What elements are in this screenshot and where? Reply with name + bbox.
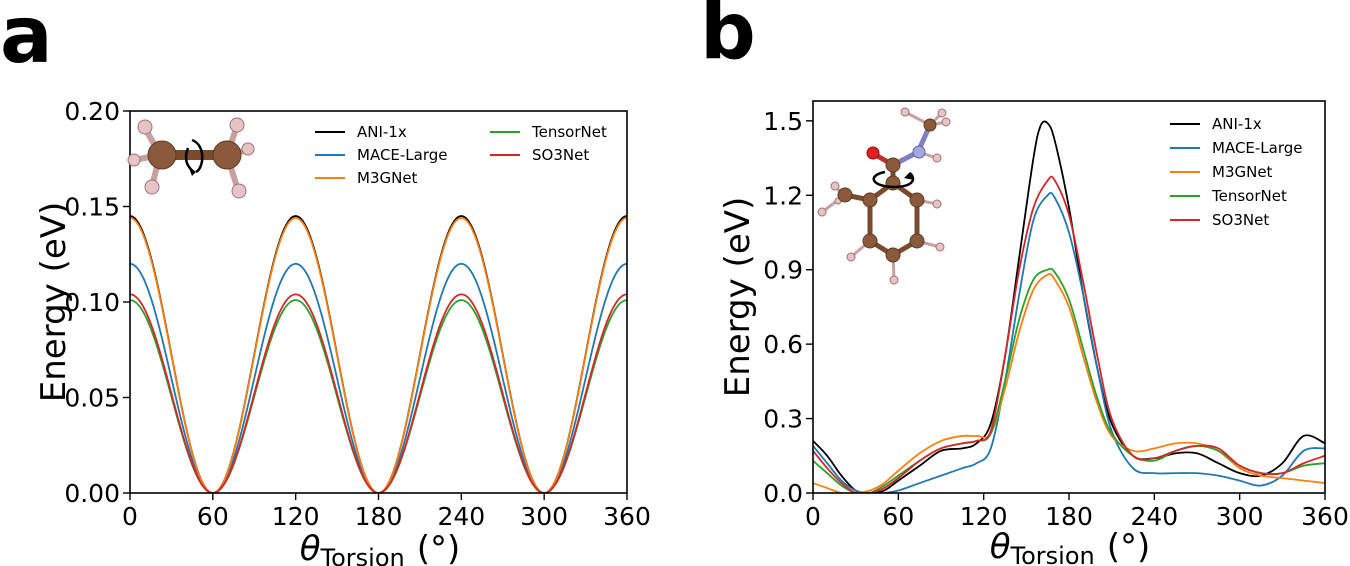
x-axis-symbol-b: θ — [990, 527, 1011, 566]
series-line-mace-large — [130, 262, 627, 493]
y-axis-label-a: Energy (eV) — [34, 202, 74, 403]
x-tick-label: 300 — [1216, 502, 1264, 531]
x-axis-unit-a: (°) — [417, 529, 461, 566]
legend-label: M3GNet — [1212, 163, 1273, 181]
x-tick-label: 60 — [197, 502, 229, 531]
panel-letter-a: a — [0, 0, 53, 81]
x-tick-label: 120 — [960, 502, 1008, 531]
axis-ticks-a: 0 60 120 180 240 300 360 0.00 0.05 0.10 0.15 0.20 — [64, 97, 651, 531]
x-tick-label: 180 — [1045, 502, 1093, 531]
series-line-so3net — [813, 175, 1325, 493]
series-lines-a — [130, 215, 627, 493]
y-tick-label: 1.2 — [763, 181, 803, 210]
benzamide-molecule-inset — [817, 107, 951, 285]
legend-label: SO3Net — [1212, 211, 1269, 229]
series-line-ani-1x — [130, 215, 627, 493]
x-tick-label: 0 — [805, 502, 821, 531]
x-tick-label: 120 — [272, 502, 320, 531]
legend-label: TensorNet — [531, 123, 607, 141]
y-tick-label: 0.20 — [64, 97, 120, 126]
x-tick-label: 60 — [882, 502, 914, 531]
legend-b: ANI-1x MACE-Large M3GNet TensorNet SO3Net — [1170, 115, 1303, 229]
y-tick-label: 0.10 — [64, 288, 120, 317]
x-tick-label: 240 — [437, 502, 485, 531]
x-tick-label: 300 — [520, 502, 568, 531]
series-line-tensornet — [813, 267, 1325, 493]
y-axis-label-b: Energy (eV) — [718, 197, 758, 398]
legend-label: MACE-Large — [1212, 139, 1303, 157]
y-tick-label: 0.05 — [64, 384, 120, 413]
legend-label: MACE-Large — [357, 146, 448, 164]
x-tick-label: 0 — [122, 502, 138, 531]
y-tick-label: 0.3 — [763, 405, 803, 434]
legend-label: M3GNet — [357, 169, 418, 187]
x-axis-symbol-a: θ — [300, 529, 321, 566]
legend-a: ANI-1x MACE-Large M3GNet TensorNet SO3Net — [315, 123, 607, 187]
y-tick-label: 1.5 — [763, 107, 803, 136]
x-axis-sub-b: Torsion — [1010, 542, 1095, 566]
series-line-so3net — [130, 293, 627, 493]
series-line-m3gnet — [813, 273, 1325, 493]
series-line-tensornet — [130, 299, 627, 493]
chart-panel-b: 0 60 120 180 240 300 360 0.0 0.3 0.6 0.9 1.2 1.5 Ene… — [718, 100, 1349, 566]
y-tick-label: 0.15 — [64, 193, 120, 222]
x-tick-label: 180 — [355, 502, 403, 531]
panel-letter-b: b — [700, 0, 756, 77]
series-line-m3gnet — [130, 217, 627, 493]
x-axis-unit-b: (°) — [1107, 527, 1151, 566]
y-tick-label: 0.9 — [763, 256, 803, 285]
x-axis-sub-a: Torsion — [320, 544, 405, 566]
series-line-mace-large — [813, 191, 1325, 493]
x-tick-label: 360 — [603, 502, 651, 531]
axis-ticks-b: 0 60 120 180 240 300 360 0.0 0.3 0.6 0.9 1.2 1.5 — [763, 107, 1349, 531]
x-axis-label-b: θTorsion (°) — [990, 527, 1151, 566]
chart-panel-a: 0 60 120 180 240 300 360 0.00 0.05 0.10 0.15 0.20 E… — [34, 97, 651, 566]
legend-label: TensorNet — [1211, 187, 1287, 205]
y-tick-label: 0.0 — [763, 479, 803, 508]
x-axis-label-a: θTorsion (°) — [300, 529, 461, 566]
legend-label: ANI-1x — [1212, 115, 1262, 133]
x-tick-label: 360 — [1301, 502, 1349, 531]
ethane-molecule-inset — [127, 117, 255, 199]
legend-label: ANI-1x — [357, 123, 407, 141]
series-line-ani-1x — [813, 120, 1325, 493]
legend-label: SO3Net — [532, 146, 589, 164]
y-tick-label: 0.00 — [64, 479, 120, 508]
y-tick-label: 0.6 — [763, 330, 803, 359]
x-tick-label: 240 — [1130, 502, 1178, 531]
